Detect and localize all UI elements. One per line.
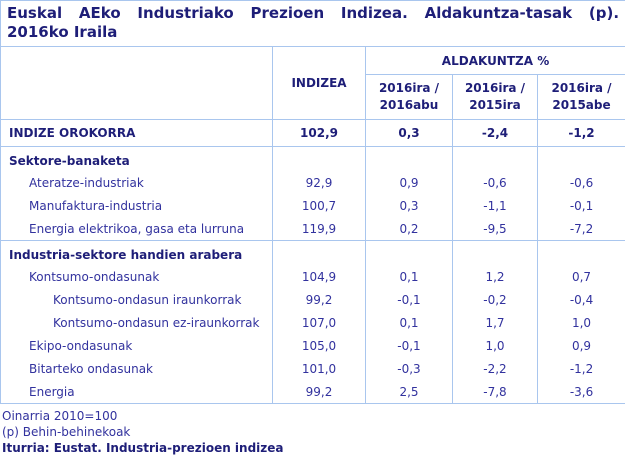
cell-value: 105,0: [273, 334, 366, 357]
row-energia-elektrikoa: Energia elektrikoa, gasa eta lurruna 119…: [1, 217, 625, 241]
row-label: Kontsumo-ondasunak: [1, 265, 273, 288]
row-label: Bitarteko ondasunak: [1, 357, 273, 380]
cell-value: -7,8: [453, 380, 538, 404]
cell-value: 1,0: [453, 334, 538, 357]
cell-value: 99,2: [273, 380, 366, 404]
cell-value: 2,5: [366, 380, 453, 404]
header-indizea: INDIZEA: [273, 47, 366, 120]
cell-value: -7,2: [538, 217, 625, 241]
row-label: Energia elektrikoa, gasa eta lurruna: [1, 217, 273, 241]
row-label: Ateratze-industriak: [1, 171, 273, 194]
cell-value: -0,6: [538, 171, 625, 194]
cell-value: 119,9: [273, 217, 366, 241]
cell-value: [453, 241, 538, 266]
cell-value: -0,1: [538, 194, 625, 217]
source-note: Iturria: Eustat. Industria-prezioen indi…: [2, 440, 623, 456]
cell-value: -9,5: [453, 217, 538, 241]
table-title: Euskal AEko Industriako Prezioen Indizea…: [1, 1, 625, 47]
row-section-sektore-banaketa: Sektore-banaketa: [1, 147, 625, 172]
cell-value: 99,2: [273, 288, 366, 311]
title-line-1: Euskal AEko Industriako Prezioen Indizea…: [7, 4, 619, 23]
header-empty-cell: [1, 47, 273, 120]
cell-value: -0,3: [366, 357, 453, 380]
cell-value: 0,7: [538, 265, 625, 288]
row-indize-orokorra: INDIZE OROKORRA 102,9 0,3 -2,4 -1,2: [1, 120, 625, 147]
cell-value: 0,1: [366, 265, 453, 288]
cell-value: 0,9: [538, 334, 625, 357]
cell-value: -2,4: [453, 120, 538, 147]
cell-value: 1,0: [538, 311, 625, 334]
title-row: Euskal AEko Industriako Prezioen Indizea…: [1, 1, 625, 47]
cell-value: [453, 147, 538, 172]
header-aldakuntza: ALDAKUNTZA %: [366, 47, 625, 75]
row-bitarteko-ondasunak: Bitarteko ondasunak 101,0 -0,3 -2,2 -1,2: [1, 357, 625, 380]
cell-value: -0,1: [366, 288, 453, 311]
cell-value: -0,1: [366, 334, 453, 357]
cell-value: 107,0: [273, 311, 366, 334]
cell-value: [538, 147, 625, 172]
row-energia: Energia 99,2 2,5 -7,8 -3,6: [1, 380, 625, 404]
row-section-industria-sektore: Industria-sektore handien arabera: [1, 241, 625, 266]
section-label: Industria-sektore handien arabera: [1, 241, 273, 266]
section-label: Sektore-banaketa: [1, 147, 273, 172]
header-period-3: 2016ira / 2015abe: [538, 75, 625, 120]
row-label: Energia: [1, 380, 273, 404]
cell-value: 1,7: [453, 311, 538, 334]
row-ateratze-industriak: Ateratze-industriak 92,9 0,9 -0,6 -0,6: [1, 171, 625, 194]
cell-value: 100,7: [273, 194, 366, 217]
base-note: Oinarria 2010=100: [2, 408, 623, 424]
cell-value: [273, 241, 366, 266]
provisional-note: (p) Behin-behinekoak: [2, 424, 623, 440]
cell-value: 101,0: [273, 357, 366, 380]
row-kontsumo-ondasunak: Kontsumo-ondasunak 104,9 0,1 1,2 0,7: [1, 265, 625, 288]
footer: Oinarria 2010=100 (p) Behin-behinekoak I…: [0, 404, 625, 456]
cell-value: -3,6: [538, 380, 625, 404]
cell-value: [538, 241, 625, 266]
header-period-1: 2016ira / 2016abu: [366, 75, 453, 120]
cell-value: -2,2: [453, 357, 538, 380]
row-kontsumo-ez-iraunkorrak: Kontsumo-ondasun ez-iraunkorrak 107,0 0,…: [1, 311, 625, 334]
row-label: Ekipo-ondasunak: [1, 334, 273, 357]
cell-value: 0,1: [366, 311, 453, 334]
cell-value: -1,2: [538, 120, 625, 147]
title-line-2: 2016ko Iraila: [7, 23, 619, 42]
row-manufaktura-industria: Manufaktura-industria 100,7 0,3 -1,1 -0,…: [1, 194, 625, 217]
cell-value: -0,6: [453, 171, 538, 194]
cell-value: 102,9: [273, 120, 366, 147]
cell-value: [366, 147, 453, 172]
row-kontsumo-iraunkorrak: Kontsumo-ondasun iraunkorrak 99,2 -0,1 -…: [1, 288, 625, 311]
cell-value: 1,2: [453, 265, 538, 288]
row-label: Manufaktura-industria: [1, 194, 273, 217]
cell-value: -1,2: [538, 357, 625, 380]
row-label: Kontsumo-ondasun iraunkorrak: [1, 288, 273, 311]
header-row-group: INDIZEA ALDAKUNTZA %: [1, 47, 625, 75]
row-ekipo-ondasunak: Ekipo-ondasunak 105,0 -0,1 1,0 0,9: [1, 334, 625, 357]
cell-value: 0,3: [366, 194, 453, 217]
cell-value: -0,4: [538, 288, 625, 311]
cell-value: 92,9: [273, 171, 366, 194]
cell-value: 0,3: [366, 120, 453, 147]
cell-value: 104,9: [273, 265, 366, 288]
row-label: Kontsumo-ondasun ez-iraunkorrak: [1, 311, 273, 334]
cell-value: [366, 241, 453, 266]
cell-value: -0,2: [453, 288, 538, 311]
cell-value: 0,9: [366, 171, 453, 194]
cell-value: 0,2: [366, 217, 453, 241]
header-period-2: 2016ira / 2015ira: [453, 75, 538, 120]
cell-value: [273, 147, 366, 172]
price-index-table: Euskal AEko Industriako Prezioen Indizea…: [0, 0, 625, 404]
cell-value: -1,1: [453, 194, 538, 217]
row-label: INDIZE OROKORRA: [1, 120, 273, 147]
